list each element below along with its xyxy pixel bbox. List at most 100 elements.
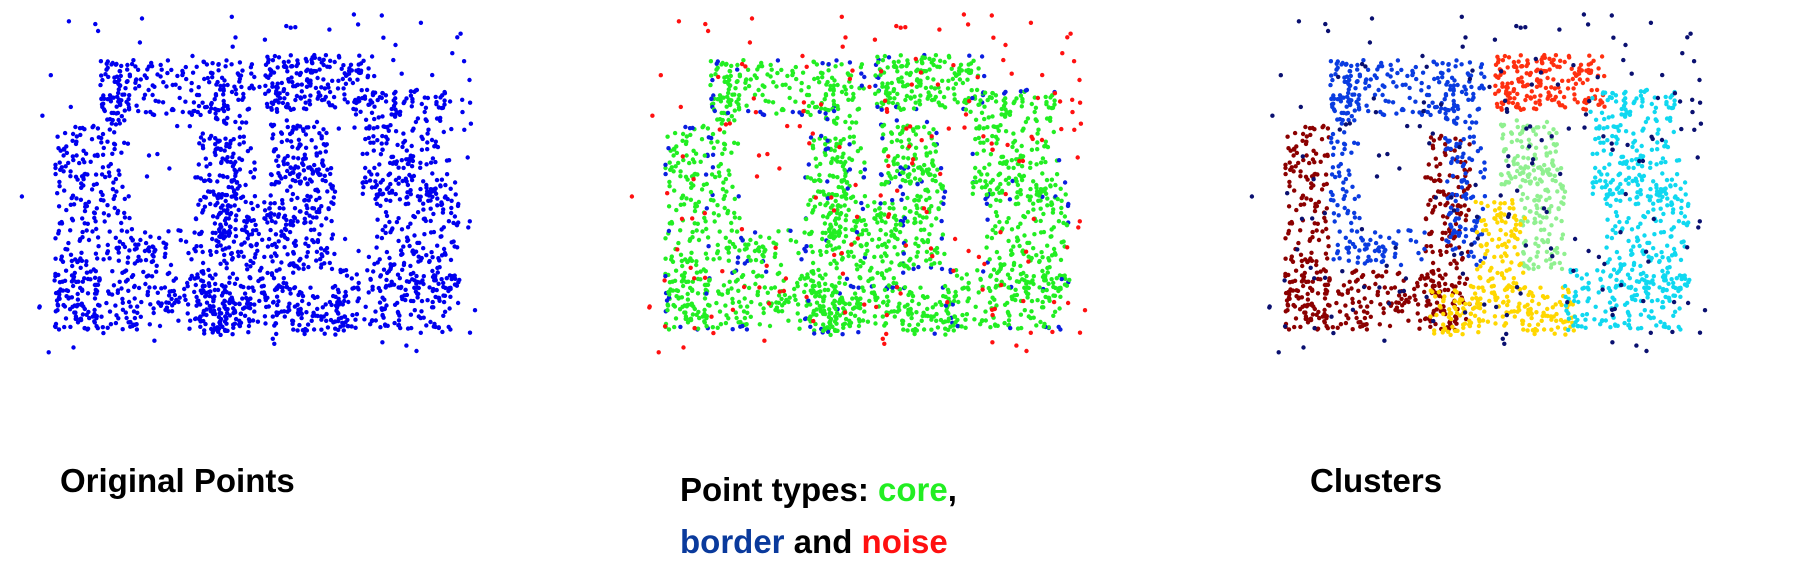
original-point-1777 <box>429 250 434 255</box>
type-point-342 <box>689 181 694 186</box>
type-point-2218 <box>1024 348 1029 354</box>
original-point-1424 <box>208 305 213 310</box>
type-point-132 <box>814 164 819 169</box>
type-point-2200 <box>1065 35 1070 40</box>
type-point-1556 <box>834 290 839 295</box>
original-point-769 <box>229 89 235 95</box>
type-point-1305 <box>924 215 929 220</box>
type-point-320 <box>714 300 719 306</box>
original-point-421 <box>128 324 133 329</box>
original-point-332 <box>206 267 211 273</box>
type-point-1136 <box>967 53 972 58</box>
type-point-768 <box>826 61 831 67</box>
type-point-2187 <box>1071 59 1077 64</box>
original-point-2236 <box>19 194 25 199</box>
type-point-45 <box>836 184 841 190</box>
original-point-535 <box>204 62 210 67</box>
original-point-2247 <box>336 126 341 131</box>
original-point-568 <box>164 84 169 89</box>
type-point-1588 <box>860 285 865 290</box>
original-point-1899 <box>371 140 376 145</box>
original-point-53 <box>89 187 95 192</box>
type-point-1982 <box>984 192 989 197</box>
original-point-918 <box>249 232 255 237</box>
type-point-1020 <box>886 55 892 60</box>
original-point-634 <box>144 75 149 81</box>
type-point-506 <box>782 300 787 306</box>
original-point-1732 <box>406 201 411 206</box>
type-point-1871 <box>1031 207 1036 212</box>
original-point-2250 <box>455 245 460 250</box>
original-point-1634 <box>268 227 273 233</box>
original-point-1572 <box>299 290 304 296</box>
type-point-691 <box>715 249 721 254</box>
type-point-1555 <box>853 199 858 205</box>
original-point-2050 <box>380 114 385 119</box>
original-point-1099 <box>348 62 354 67</box>
type-point-433 <box>808 176 814 181</box>
type-point-2011 <box>1023 88 1029 93</box>
type-point-813 <box>756 245 762 250</box>
original-point-2254 <box>154 263 159 268</box>
original-point-640 <box>138 258 143 263</box>
original-point-143 <box>198 324 203 329</box>
type-point-78 <box>765 290 770 295</box>
original-point-1203 <box>301 168 307 173</box>
original-point-883 <box>151 112 157 118</box>
original-point-596 <box>250 206 256 212</box>
type-point-1638 <box>834 310 840 316</box>
type-point-286 <box>808 198 813 203</box>
type-point-2105 <box>964 312 970 317</box>
original-point-1310 <box>331 201 336 206</box>
type-point-1416 <box>863 252 868 257</box>
original-point-2304 <box>442 91 448 96</box>
original-point-1985 <box>437 265 442 270</box>
type-point-2039 <box>980 318 985 323</box>
original-point-2173 <box>173 276 179 281</box>
original-point-896 <box>246 106 252 112</box>
cluster-point-117 <box>1316 237 1322 243</box>
type-point-554 <box>715 203 720 208</box>
original-point-2139 <box>403 297 408 303</box>
type-point-409 <box>821 189 826 194</box>
type-point-2058 <box>989 235 995 241</box>
type-point-442 <box>672 130 678 136</box>
type-point-1878 <box>984 245 989 250</box>
type-point-2288 <box>751 96 756 101</box>
type-point-1071 <box>966 62 971 67</box>
type-point-753 <box>831 228 837 233</box>
type-point-732 <box>835 103 840 109</box>
type-point-513 <box>686 279 691 284</box>
original-point-294 <box>83 151 89 156</box>
original-point-1370 <box>320 305 325 310</box>
original-point-956 <box>323 53 329 58</box>
original-point-901 <box>98 189 104 195</box>
original-point-286 <box>198 198 203 203</box>
original-point-1676 <box>404 292 410 298</box>
type-point-1263 <box>933 143 938 148</box>
original-point-1731 <box>442 98 447 103</box>
type-point-144 <box>818 161 823 167</box>
type-point-1215 <box>916 125 921 130</box>
type-point-1135 <box>915 77 920 82</box>
original-point-410 <box>230 255 235 261</box>
original-point-2219 <box>429 137 435 143</box>
original-point-1622 <box>280 198 285 203</box>
original-point-1307 <box>271 132 276 137</box>
original-point-933 <box>189 112 195 118</box>
original-point-691 <box>105 249 111 254</box>
type-point-1127 <box>925 75 930 81</box>
type-point-490 <box>690 125 695 131</box>
original-point-2165 <box>297 124 303 129</box>
original-point-1150 <box>289 197 294 202</box>
type-point-1938 <box>1056 286 1062 291</box>
type-point-1528 <box>898 222 903 227</box>
original-point-244 <box>223 221 229 227</box>
original-point-870 <box>119 114 125 119</box>
original-point-1628 <box>299 311 304 316</box>
type-point-306 <box>680 304 685 309</box>
type-point-1367 <box>867 298 872 304</box>
type-point-95 <box>804 303 809 308</box>
original-point-5 <box>147 322 152 327</box>
type-point-444 <box>806 202 811 207</box>
